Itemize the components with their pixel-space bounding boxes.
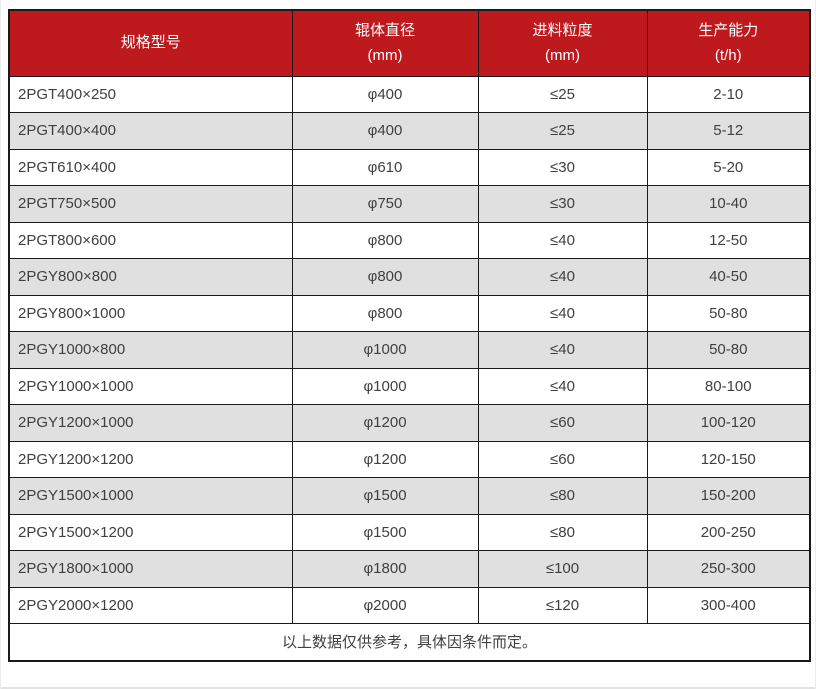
col-header-feed-size-title: 进料粒度 <box>532 22 593 40</box>
col-header-model-title: 规格型号 <box>120 34 181 52</box>
diameter-cell: φ750 <box>291 185 479 223</box>
capacity-cell: 120-150 <box>646 440 811 478</box>
feed-size-cell: ≤100 <box>477 550 648 588</box>
capacity-cell: 12-50 <box>646 221 811 259</box>
col-header-feed-size: 进料粒度 (mm) <box>477 9 648 77</box>
model-cell: 2PGY2000×1200 <box>8 586 293 624</box>
feed-size-cell: ≤25 <box>477 112 648 150</box>
diameter-cell: φ1000 <box>291 367 479 405</box>
page-bottom-rule <box>1 687 815 689</box>
model-cell: 2PGY1500×1000 <box>8 477 293 515</box>
diameter-cell: φ2000 <box>291 586 479 624</box>
capacity-cell: 40-50 <box>646 258 811 296</box>
model-cell: 2PGY1000×800 <box>8 331 293 369</box>
table-row: 2PGT800×600 φ800 ≤40 12-50 <box>8 221 811 259</box>
capacity-cell: 80-100 <box>646 367 811 405</box>
feed-size-cell: ≤40 <box>477 367 648 405</box>
feed-size-cell: ≤40 <box>477 294 648 332</box>
feed-size-cell: ≤30 <box>477 148 648 186</box>
table-row: 2PGY1500×1000 φ1500 ≤80 150-200 <box>8 477 811 515</box>
capacity-cell: 300-400 <box>646 586 811 624</box>
table-row: 2PGT610×400 φ610 ≤30 5-20 <box>8 148 811 186</box>
diameter-cell: φ1200 <box>291 440 479 478</box>
feed-size-cell: ≤40 <box>477 258 648 296</box>
table-row: 2PGY1200×1000 φ1200 ≤60 100-120 <box>8 404 811 442</box>
col-header-roller-diameter-unit: (mm) <box>367 47 403 65</box>
col-header-roller-diameter: 辊体直径 (mm) <box>291 9 479 77</box>
footer-note-row: 以上数据仅供参考，具体因条件而定。 <box>8 623 811 661</box>
feed-size-cell: ≤120 <box>477 586 648 624</box>
model-cell: 2PGY1800×1000 <box>8 550 293 588</box>
model-cell: 2PGY1200×1000 <box>8 404 293 442</box>
table-row: 2PGY1000×800 φ1000 ≤40 50-80 <box>8 331 811 369</box>
capacity-cell: 10-40 <box>646 185 811 223</box>
capacity-cell: 5-20 <box>646 148 811 186</box>
capacity-cell: 200-250 <box>646 513 811 551</box>
diameter-cell: φ1500 <box>291 513 479 551</box>
model-cell: 2PGT750×500 <box>8 185 293 223</box>
diameter-cell: φ800 <box>291 221 479 259</box>
model-cell: 2PGY1200×1200 <box>8 440 293 478</box>
feed-size-cell: ≤40 <box>477 221 648 259</box>
diameter-cell: φ400 <box>291 112 479 150</box>
table-row: 2PGY2000×1200 φ2000 ≤120 300-400 <box>8 586 811 624</box>
table-row: 2PGT400×400 φ400 ≤25 5-12 <box>8 112 811 150</box>
model-cell: 2PGT800×600 <box>8 221 293 259</box>
col-header-roller-diameter-title: 辊体直径 <box>354 22 415 40</box>
feed-size-cell: ≤30 <box>477 185 648 223</box>
table-row: 2PGT400×250 φ400 ≤25 2-10 <box>8 75 811 113</box>
model-cell: 2PGY1500×1200 <box>8 513 293 551</box>
feed-size-cell: ≤60 <box>477 404 648 442</box>
capacity-cell: 150-200 <box>646 477 811 515</box>
diameter-cell: φ400 <box>291 75 479 113</box>
capacity-cell: 5-12 <box>646 112 811 150</box>
table-row: 2PGT750×500 φ750 ≤30 10-40 <box>8 185 811 223</box>
model-cell: 2PGT610×400 <box>8 148 293 186</box>
diameter-cell: φ800 <box>291 294 479 332</box>
table-row: 2PGY800×800 φ800 ≤40 40-50 <box>8 258 811 296</box>
col-header-feed-size-unit: (mm) <box>545 47 580 65</box>
capacity-cell: 100-120 <box>646 404 811 442</box>
diameter-cell: φ1500 <box>291 477 479 515</box>
model-cell: 2PGY800×800 <box>8 258 293 296</box>
diameter-cell: φ610 <box>291 148 479 186</box>
spec-table: 规格型号 辊体直径 (mm) 进料粒度 (mm) 生产能力 (t/h) 2PGT… <box>8 9 811 662</box>
capacity-cell: 50-80 <box>646 294 811 332</box>
table-row: 2PGY800×1000 φ800 ≤40 50-80 <box>8 294 811 332</box>
feed-size-cell: ≤80 <box>477 513 648 551</box>
model-cell: 2PGT400×400 <box>8 112 293 150</box>
table-row: 2PGY1500×1200 φ1500 ≤80 200-250 <box>8 513 811 551</box>
feed-size-cell: ≤60 <box>477 440 648 478</box>
model-cell: 2PGY800×1000 <box>8 294 293 332</box>
capacity-cell: 250-300 <box>646 550 811 588</box>
table-row: 2PGY1800×1000 φ1800 ≤100 250-300 <box>8 550 811 588</box>
table-row: 2PGY1200×1200 φ1200 ≤60 120-150 <box>8 440 811 478</box>
feed-size-cell: ≤40 <box>477 331 648 369</box>
diameter-cell: φ1200 <box>291 404 479 442</box>
feed-size-cell: ≤25 <box>477 75 648 113</box>
capacity-cell: 50-80 <box>646 331 811 369</box>
diameter-cell: φ800 <box>291 258 479 296</box>
footer-note: 以上数据仅供参考，具体因条件而定。 <box>8 623 811 661</box>
diameter-cell: φ1000 <box>291 331 479 369</box>
col-header-capacity-unit: (t/h) <box>714 47 742 65</box>
col-header-capacity-title: 生产能力 <box>698 22 759 40</box>
feed-size-cell: ≤80 <box>477 477 648 515</box>
capacity-cell: 2-10 <box>646 75 811 113</box>
model-cell: 2PGY1000×1000 <box>8 367 293 405</box>
table-row: 2PGY1000×1000 φ1000 ≤40 80-100 <box>8 367 811 405</box>
col-header-capacity: 生产能力 (t/h) <box>646 9 811 77</box>
table-header-row: 规格型号 辊体直径 (mm) 进料粒度 (mm) 生产能力 (t/h) <box>8 9 811 77</box>
col-header-model: 规格型号 <box>8 9 293 77</box>
model-cell: 2PGT400×250 <box>8 75 293 113</box>
diameter-cell: φ1800 <box>291 550 479 588</box>
